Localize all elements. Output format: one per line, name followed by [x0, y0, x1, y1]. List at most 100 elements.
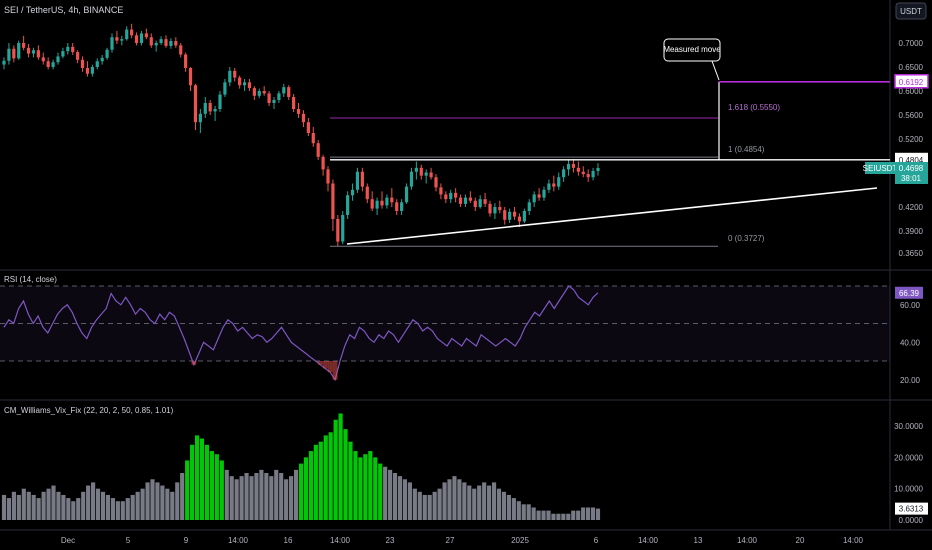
candle[interactable] [576, 161, 580, 176]
vix-bar[interactable] [279, 473, 284, 520]
vix-bar[interactable] [378, 463, 383, 520]
vix-bar[interactable] [392, 473, 398, 520]
candle[interactable] [252, 86, 256, 100]
vix-bar[interactable] [125, 498, 130, 520]
vix-bar[interactable] [140, 488, 145, 520]
candle[interactable] [488, 200, 492, 217]
candle[interactable] [66, 43, 70, 55]
vix-bar[interactable] [546, 510, 551, 520]
vix-bar[interactable] [21, 488, 26, 520]
vix-bar[interactable] [204, 444, 210, 520]
vix-bar[interactable] [11, 491, 16, 520]
vix-bar[interactable] [100, 491, 106, 520]
candle[interactable] [17, 40, 21, 60]
candle[interactable] [429, 167, 433, 180]
vix-bar[interactable] [590, 507, 596, 520]
vix-bar[interactable] [556, 513, 561, 520]
candle[interactable] [154, 40, 158, 52]
drawings-overlay[interactable]: 1.618 (0.5550) 1 (0.4854) 0 (0.3727) Measur… [330, 38, 890, 247]
vix-bar[interactable] [135, 491, 140, 520]
candle[interactable] [591, 167, 595, 181]
vix-bar[interactable] [46, 488, 51, 520]
vix-bar[interactable] [308, 451, 313, 520]
candle[interactable] [2, 57, 6, 70]
vix-bar[interactable] [199, 438, 205, 520]
candle[interactable] [292, 94, 296, 112]
vix-bar[interactable] [110, 498, 115, 520]
vix-bar[interactable] [353, 451, 358, 520]
vix-bar[interactable] [333, 419, 338, 520]
rsi-axis[interactable]: 60.00 40.00 20.00 66.39 [895, 286, 923, 385]
vix-bar[interactable] [160, 485, 165, 520]
vix-bar[interactable] [531, 507, 536, 520]
candle[interactable] [272, 97, 276, 109]
candle[interactable] [164, 35, 168, 48]
candle[interactable] [80, 56, 85, 72]
candle[interactable] [149, 33, 153, 48]
candle[interactable] [346, 191, 350, 219]
vix-bar[interactable] [239, 476, 244, 520]
candle[interactable] [355, 167, 360, 193]
candle[interactable] [331, 179, 335, 231]
vix-bar[interactable] [521, 504, 526, 520]
candle[interactable] [247, 79, 252, 91]
price-pane[interactable] [2, 23, 600, 247]
candle[interactable] [198, 109, 202, 133]
vix-pane[interactable] [1, 413, 601, 520]
vix-bar[interactable] [224, 469, 229, 520]
candle[interactable] [596, 163, 600, 176]
vix-bar[interactable] [462, 482, 467, 520]
vix-bar[interactable] [581, 507, 586, 520]
candle[interactable] [26, 43, 31, 58]
vix-bar[interactable] [298, 463, 304, 520]
vix-bar[interactable] [105, 494, 111, 520]
vix-bar[interactable] [194, 435, 200, 520]
vix-bar[interactable] [95, 488, 101, 520]
vix-bar[interactable] [293, 469, 299, 520]
candle[interactable] [257, 88, 261, 99]
vix-bar[interactable] [318, 441, 323, 520]
vix-bar[interactable] [472, 488, 477, 520]
vix-bar[interactable] [358, 457, 363, 520]
candle[interactable] [208, 100, 212, 115]
vix-bar[interactable] [145, 482, 150, 520]
vix-bar[interactable] [165, 488, 170, 520]
vix-bar[interactable] [338, 413, 343, 520]
vix-bar[interactable] [422, 494, 427, 520]
candle[interactable] [508, 208, 512, 223]
candle[interactable] [51, 59, 55, 70]
vix-bar[interactable] [348, 441, 353, 520]
vix-bar[interactable] [343, 429, 348, 520]
candle[interactable] [262, 86, 266, 96]
candle[interactable] [400, 199, 404, 215]
vix-bar[interactable] [51, 485, 56, 520]
vix-bar[interactable] [234, 479, 239, 520]
candle[interactable] [46, 57, 50, 70]
vix-bar[interactable] [526, 504, 531, 520]
vix-bar[interactable] [26, 491, 31, 520]
vix-bar[interactable] [155, 482, 160, 520]
vix-bar[interactable] [566, 513, 571, 520]
vix-bar[interactable] [289, 476, 294, 520]
candle[interactable] [228, 67, 232, 87]
measured-move-callout[interactable]: Measured move [663, 38, 721, 81]
candle[interactable] [179, 43, 183, 58]
candle[interactable] [61, 47, 65, 59]
vix-bar[interactable] [571, 510, 576, 520]
vix-bar[interactable] [407, 482, 412, 520]
candle[interactable] [370, 191, 374, 211]
vix-bar[interactable] [363, 454, 368, 520]
rsi-pane[interactable] [0, 285, 890, 382]
candle[interactable] [458, 194, 463, 207]
candle[interactable] [159, 36, 163, 45]
candle[interactable] [110, 33, 114, 53]
vix-bar[interactable] [214, 454, 219, 520]
candle[interactable] [169, 38, 173, 49]
candle[interactable] [36, 45, 40, 60]
candle[interactable] [409, 167, 414, 190]
currency-button-bg[interactable] [895, 2, 927, 20]
candle[interactable] [95, 58, 99, 70]
vix-bar[interactable] [284, 479, 289, 520]
candle[interactable] [557, 172, 561, 190]
candle[interactable] [439, 183, 443, 200]
